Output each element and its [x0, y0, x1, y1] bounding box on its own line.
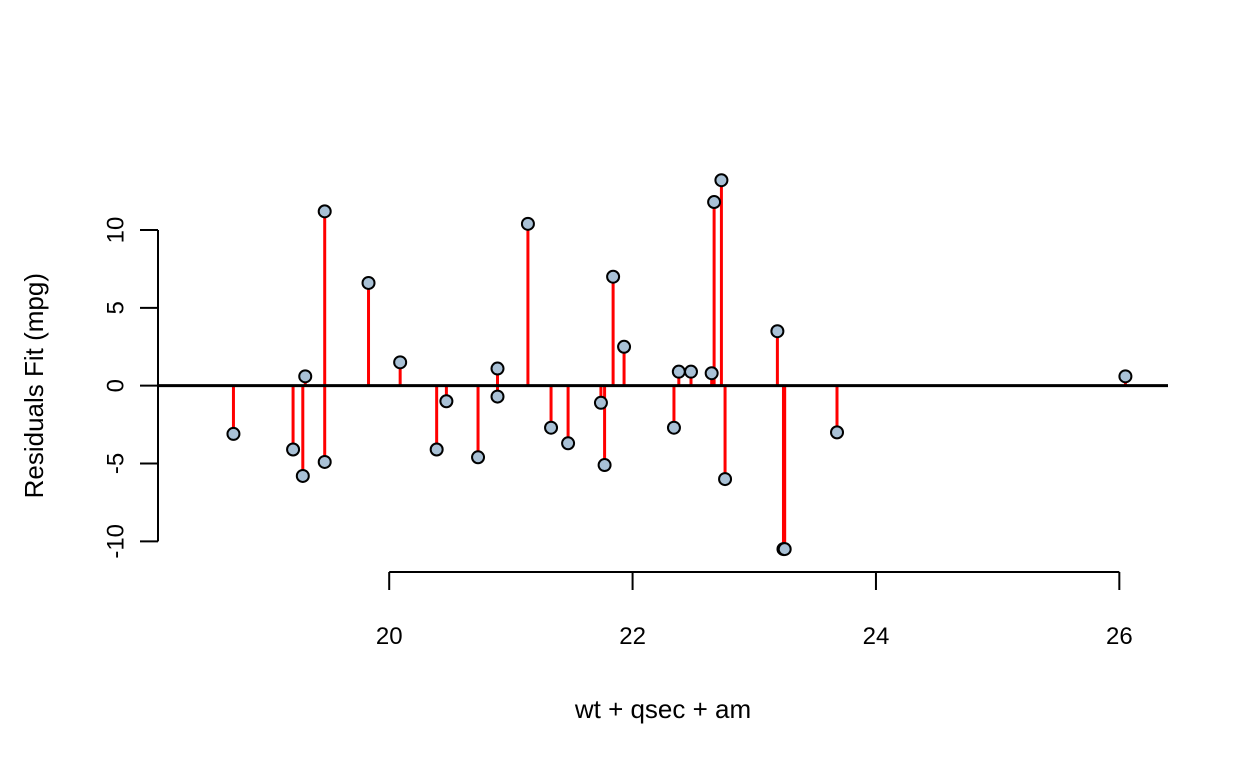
data-point-30	[777, 542, 792, 557]
data-point-16	[561, 436, 576, 451]
data-point-3	[295, 468, 310, 483]
data-points	[226, 173, 1133, 557]
data-point-10	[439, 394, 454, 409]
y-tick-label-0: 0	[103, 379, 130, 392]
residual-segments	[231, 180, 1127, 550]
data-point-31	[830, 425, 845, 440]
y-tick-label--10: -10	[103, 524, 130, 559]
data-point-12	[490, 361, 505, 376]
x-axis: 20 22 24 26	[376, 571, 1133, 650]
x-tick-label-24: 24	[863, 623, 890, 650]
data-point-5	[317, 204, 332, 219]
data-point-27	[718, 472, 733, 487]
data-point-19	[606, 269, 621, 284]
y-tick-label-5: 5	[103, 301, 130, 314]
data-point-23	[683, 364, 698, 379]
data-point-22	[671, 364, 686, 379]
y-axis: -10 -5 0 5 10	[103, 217, 159, 559]
y-tick-label-10: 10	[103, 217, 130, 244]
x-tick-label-20: 20	[376, 623, 403, 650]
data-point-4	[298, 369, 313, 384]
x-tick-label-22: 22	[619, 623, 646, 650]
data-point-7	[361, 275, 376, 290]
data-point-2	[286, 442, 301, 457]
data-point-32	[1118, 369, 1133, 384]
data-point-24	[704, 366, 719, 381]
data-point-20	[617, 339, 632, 354]
data-point-15	[544, 420, 559, 435]
data-point-9	[429, 442, 444, 457]
data-point-17	[593, 395, 608, 410]
data-point-14	[520, 216, 535, 231]
data-point-6	[317, 454, 332, 469]
data-point-8	[393, 355, 408, 370]
data-point-1	[226, 426, 241, 441]
x-axis-title: wt + qsec + am	[574, 694, 751, 724]
data-point-25	[707, 195, 722, 210]
data-point-11	[471, 450, 486, 465]
x-tick-label-26: 26	[1106, 623, 1133, 650]
data-point-21	[666, 420, 681, 435]
y-tick-label--5: -5	[103, 453, 130, 474]
data-point-13	[490, 389, 505, 404]
data-point-18	[597, 458, 612, 473]
y-axis-title: Residuals Fit (mpg)	[19, 273, 49, 498]
data-point-26	[714, 173, 729, 188]
data-point-28	[770, 324, 785, 339]
